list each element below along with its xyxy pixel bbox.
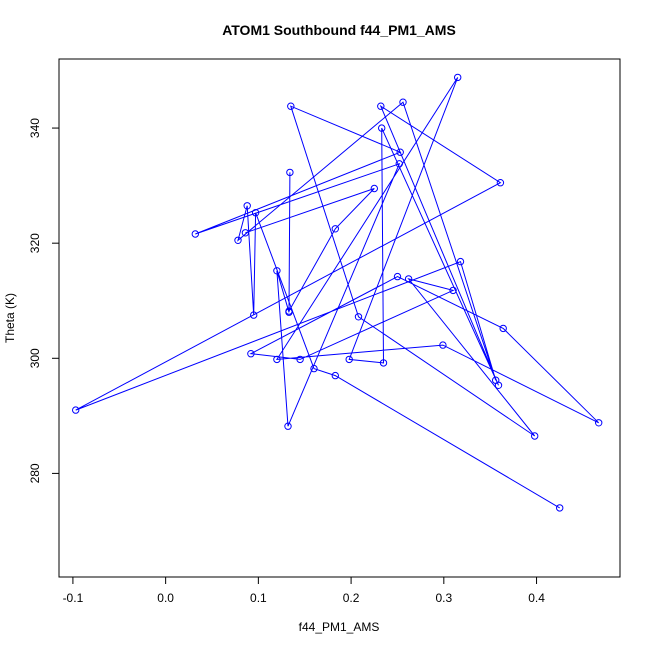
y-axis: 280 300 320 340 xyxy=(28,118,60,483)
x-tick-label: -0.1 xyxy=(63,591,84,605)
data-point xyxy=(310,364,318,373)
data-point xyxy=(379,359,388,367)
y-tick-label: 280 xyxy=(28,463,42,483)
data-point xyxy=(370,184,378,193)
x-tick-label: 0.3 xyxy=(435,591,452,605)
data-point xyxy=(345,355,353,364)
data-point xyxy=(247,350,255,358)
data-point xyxy=(296,355,304,364)
data-point xyxy=(556,504,564,512)
data-point xyxy=(72,406,80,414)
data-point xyxy=(396,148,404,156)
data-point xyxy=(331,371,339,380)
data-point xyxy=(243,202,251,210)
data-point xyxy=(496,179,505,187)
data-point xyxy=(399,98,407,106)
plot-frame xyxy=(58,58,621,578)
y-tick-label: 320 xyxy=(28,233,42,253)
chart-title: ATOM1 Southbound f44_PM1_AMS xyxy=(222,22,456,38)
data-point xyxy=(250,311,258,319)
data-point xyxy=(456,257,465,266)
data-point xyxy=(241,229,250,237)
data-point xyxy=(331,225,339,233)
x-axis-label: f44_PM1_AMS xyxy=(299,620,380,634)
data-point xyxy=(273,267,281,275)
data-point xyxy=(395,160,403,168)
y-tick-label: 300 xyxy=(28,348,42,368)
data-point xyxy=(378,124,386,132)
data-point xyxy=(393,272,402,281)
data-point xyxy=(494,381,503,389)
data-point xyxy=(273,355,281,364)
data-point xyxy=(439,341,447,349)
data-point xyxy=(449,286,457,295)
data-point xyxy=(287,102,295,110)
x-tick-label: 0.0 xyxy=(157,591,174,605)
data-point xyxy=(354,313,363,321)
data-point xyxy=(499,324,507,333)
y-tick-label: 340 xyxy=(28,118,42,138)
x-tick-label: 0.2 xyxy=(343,591,360,605)
data-point xyxy=(234,236,242,245)
data-point xyxy=(284,422,292,430)
data-point xyxy=(191,230,200,238)
data-point xyxy=(377,102,385,110)
series-line xyxy=(75,77,600,509)
data-point xyxy=(531,432,539,440)
x-axis: -0.1 0.0 0.1 0.2 0.3 0.4 xyxy=(63,576,545,605)
data-point xyxy=(454,73,462,82)
x-tick-label: 0.1 xyxy=(250,591,267,605)
data-point xyxy=(595,419,603,427)
y-axis-label: Theta (K) xyxy=(3,293,17,343)
data-point xyxy=(286,168,294,177)
x-tick-label: 0.4 xyxy=(528,591,545,605)
data-point xyxy=(251,209,260,217)
data-point xyxy=(285,307,293,315)
data-point xyxy=(404,275,413,283)
series-layer xyxy=(72,73,603,512)
